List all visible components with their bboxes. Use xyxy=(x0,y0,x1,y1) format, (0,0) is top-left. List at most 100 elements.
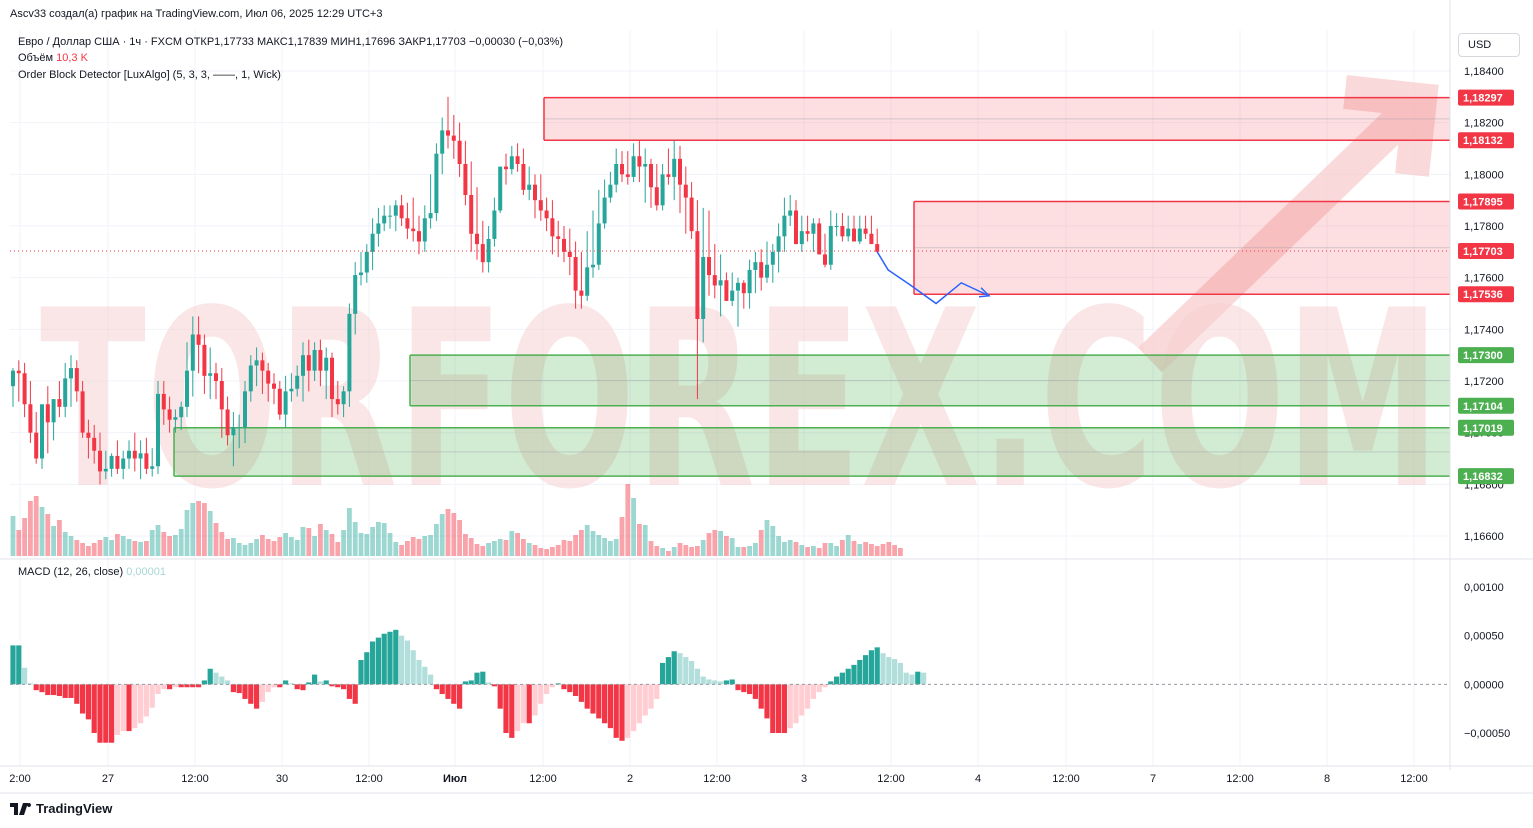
candle-body xyxy=(753,262,758,270)
time-tick: 27 xyxy=(102,773,114,785)
candle-body xyxy=(823,254,827,265)
candle-body xyxy=(562,238,566,252)
volume-bar xyxy=(584,525,590,556)
candle-body xyxy=(364,251,369,273)
indicator-legend[interactable]: Order Block Detector [LuxAlgo] (5, 3, 3,… xyxy=(18,69,281,81)
volume-bar xyxy=(51,526,56,556)
macd-bar xyxy=(114,684,120,735)
volume-bar xyxy=(602,538,607,556)
volume-bar xyxy=(851,541,857,556)
volume-bar xyxy=(590,531,596,556)
time-tick: 7 xyxy=(1150,773,1156,785)
candle-body xyxy=(260,360,265,371)
macd-bar xyxy=(886,657,892,685)
volume-bar xyxy=(869,544,874,556)
candle-body xyxy=(451,135,456,141)
candle-body xyxy=(788,210,793,216)
macd-bar xyxy=(167,684,173,690)
macd-bar xyxy=(857,660,863,685)
volume-bar xyxy=(132,541,138,556)
volume-bar xyxy=(86,546,91,556)
macd-bar xyxy=(45,684,51,696)
macd-bar xyxy=(184,684,190,688)
volume-bar xyxy=(370,527,375,556)
macd-bar xyxy=(462,681,468,685)
volume-bar xyxy=(364,534,370,556)
price-labels: 1,18297 1,18132 1,17895 1,17703 1,17536 1,173… xyxy=(1458,89,1514,485)
volume-bar xyxy=(521,539,526,556)
macd-bar xyxy=(138,684,144,724)
macd-bar xyxy=(352,684,358,704)
macd-bar xyxy=(433,684,439,690)
macd-bar xyxy=(515,684,521,732)
candle-body xyxy=(724,280,729,301)
volume-bar xyxy=(892,545,897,556)
candle-body xyxy=(370,233,375,252)
macd-bar xyxy=(723,680,729,685)
candle-body xyxy=(637,156,642,167)
volume-bar xyxy=(97,540,103,556)
currency-button[interactable]: USD xyxy=(1458,33,1520,57)
candle-body xyxy=(678,158,682,185)
candle-body xyxy=(741,282,746,294)
macd-bar xyxy=(230,684,236,693)
macd-bar xyxy=(892,659,898,685)
macd-bar xyxy=(428,674,434,685)
volume-bar xyxy=(764,520,770,556)
candle-body xyxy=(701,257,706,319)
volume-label: Объём xyxy=(18,52,54,64)
volume-bar xyxy=(886,542,892,556)
macd-bar xyxy=(225,680,231,685)
tradingview-logo[interactable]: TradingView xyxy=(10,801,112,816)
candle-body xyxy=(63,378,68,407)
price-tag-label: 1,17104 xyxy=(1463,401,1504,413)
volume-bar xyxy=(782,542,787,556)
macd-bar xyxy=(410,650,416,685)
macd-legend[interactable]: MACD (12, 26, close) 0,00001 xyxy=(18,566,166,578)
macd-bar xyxy=(735,684,741,691)
candle-body xyxy=(486,238,491,263)
candle-body xyxy=(509,156,514,170)
macd-bar xyxy=(747,684,753,695)
candle-body xyxy=(596,223,601,265)
candle-body xyxy=(538,200,543,211)
macd-bar xyxy=(103,684,109,743)
price-tag xyxy=(1458,193,1514,210)
volume-bar xyxy=(381,523,387,556)
volume-bar xyxy=(300,527,306,556)
volume-bar xyxy=(289,537,294,556)
macd-bar xyxy=(787,684,793,729)
macd-bar xyxy=(845,668,851,685)
macd-bar xyxy=(671,651,677,685)
volume-bar xyxy=(213,523,219,556)
volume-legend[interactable]: Объём 10,3 K xyxy=(18,52,88,64)
price-tag-label: 1,18132 xyxy=(1463,135,1503,147)
candle-body xyxy=(11,370,15,387)
macd-bar xyxy=(39,684,45,693)
volume-bar xyxy=(660,548,665,556)
time-tick: 8 xyxy=(1324,773,1330,785)
candle-body xyxy=(712,275,717,286)
candle-body xyxy=(759,262,764,278)
volume-bar xyxy=(358,533,364,556)
macd-bar xyxy=(387,631,393,685)
volume-bar xyxy=(741,547,747,556)
volume-bar xyxy=(219,532,225,556)
macd-bar xyxy=(161,684,167,690)
candle-body xyxy=(736,282,740,291)
macd-bar xyxy=(752,684,758,699)
candle-body xyxy=(92,437,97,451)
macd-bar xyxy=(834,676,840,685)
symbol-line[interactable]: Евро / Доллар США · 1ч · FXCM ОТКР1,1773… xyxy=(18,36,564,48)
volume-bar xyxy=(526,543,532,556)
candle-body xyxy=(834,226,839,227)
volume-bar xyxy=(422,536,428,556)
time-tick: 4 xyxy=(975,773,981,785)
time-tick: 12:00 xyxy=(877,773,905,785)
volume-bar xyxy=(515,533,520,556)
volume-bar xyxy=(758,530,764,556)
macd-bar xyxy=(346,684,352,699)
macd-bar xyxy=(660,662,666,685)
volume-bar xyxy=(828,543,834,556)
